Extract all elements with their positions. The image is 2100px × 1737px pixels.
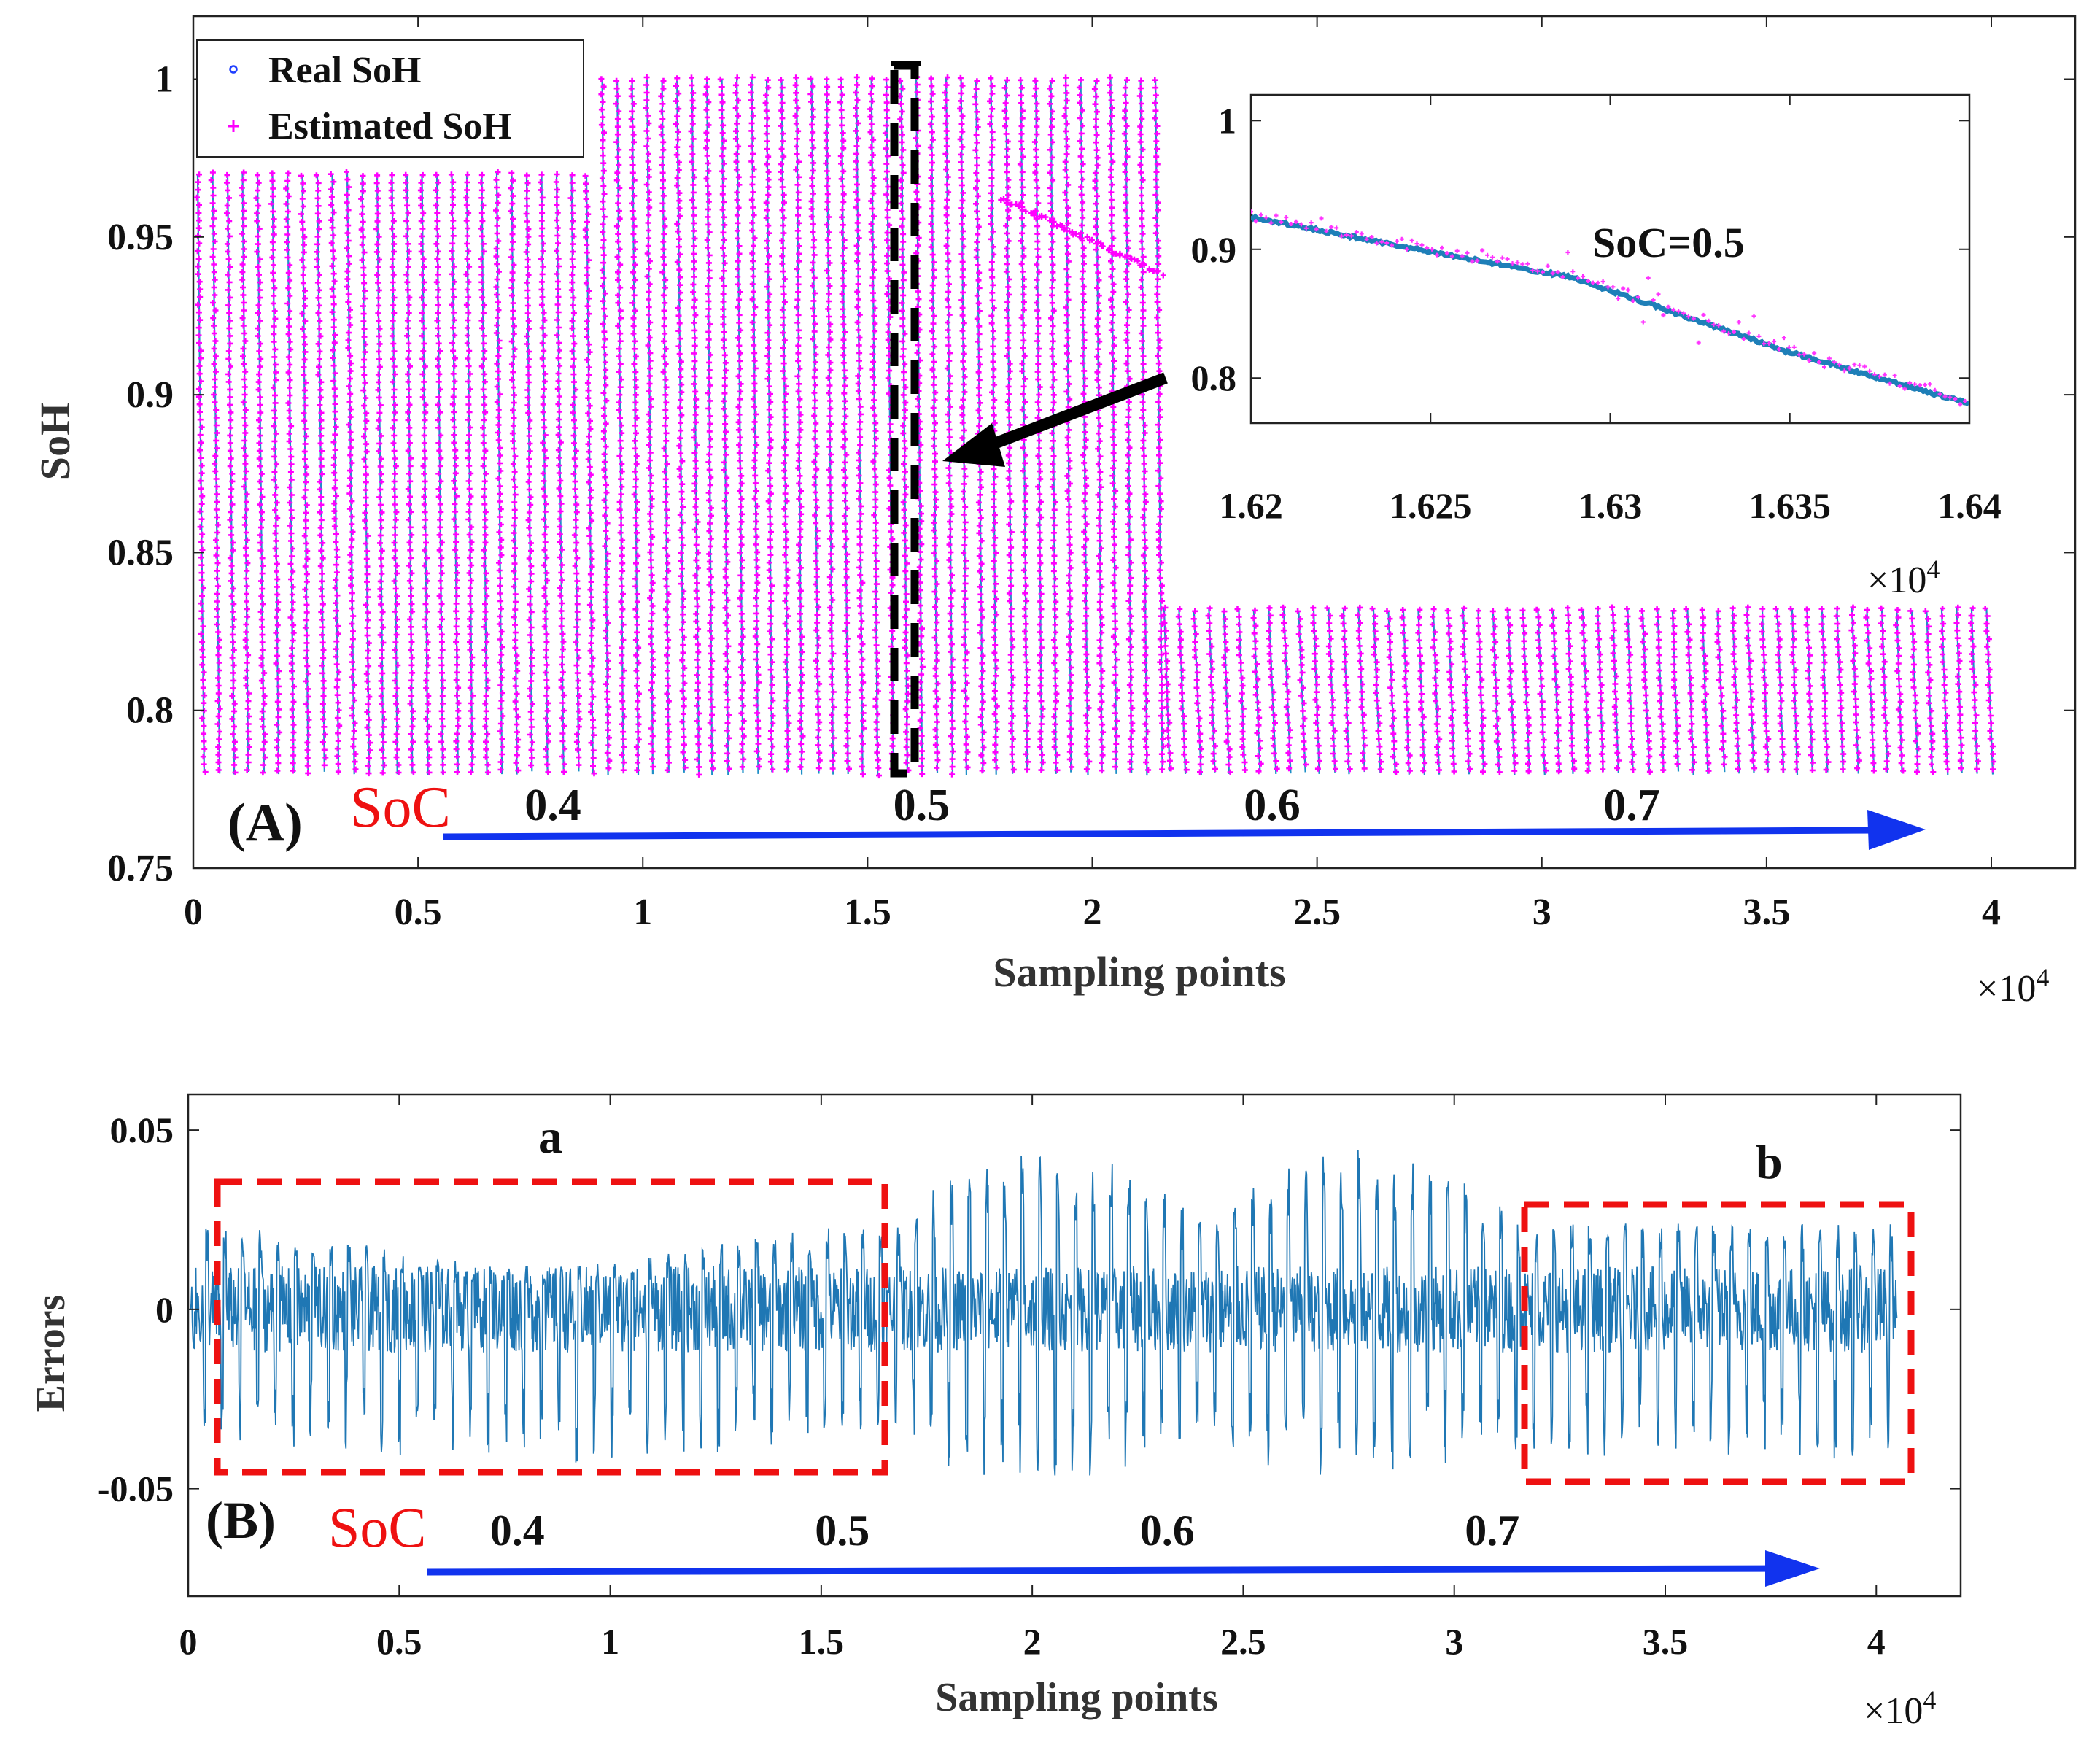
errors-series xyxy=(188,1150,1898,1476)
panel-b-soc-value: 0.6 xyxy=(1140,1506,1195,1555)
panel-a-xtick-label: 3 xyxy=(1533,891,1551,933)
inset-axis-ticks: 1.62 1.625 1.63 1.635 1.64 0.8 0.9 1 xyxy=(1191,95,2002,526)
panel-b: 0 0.5 1 1.5 2 2.5 3 3.5 4 -0.05 0 0.05 a b Errors S… xyxy=(28,1093,1962,1732)
panel-b-xtick-label: 4 xyxy=(1867,1621,1886,1662)
panel-b-xtick-label: 2 xyxy=(1023,1621,1042,1662)
panel-a-axis-ticks: 0 0.5 1 1.5 2 2.5 3 3.5 4 0.75 0.8 0.85 0.9 0.95 1 xyxy=(107,16,2075,933)
panel-a-xtick-label: 4 xyxy=(1982,891,2001,933)
estimated-soh-trend xyxy=(998,196,1166,279)
panel-a-soc-arrow xyxy=(443,810,1926,850)
panel-b-soc-value: 0.5 xyxy=(815,1506,869,1555)
region-a-label: a xyxy=(538,1110,562,1164)
region-b-box xyxy=(1521,1201,1915,1485)
estimated-soh-series xyxy=(194,169,597,777)
panel-b-soc-values: 0.4 0.5 0.6 0.7 xyxy=(490,1506,1520,1555)
panel-a-soc-value: 0.6 xyxy=(1244,781,1301,830)
panel-b-soc-value: 0.7 xyxy=(1465,1506,1519,1555)
panel-a-xtick-label: 1 xyxy=(633,891,652,933)
panel-a-xlabel: Sampling points xyxy=(993,948,1285,996)
legend-real-soh-marker xyxy=(229,65,238,74)
panel-a-soc-value: 0.7 xyxy=(1603,781,1660,830)
panel-b-x-exponent: ×104 xyxy=(1864,1685,1936,1732)
legend-estimated-soh-marker xyxy=(228,120,239,132)
panel-b-xtick-label: 3.5 xyxy=(1643,1621,1689,1662)
inset-ytick-label: 0.9 xyxy=(1191,229,1237,270)
panel-a-xtick-label: 3.5 xyxy=(1743,891,1790,933)
panel-a-x-exponent: ×104 xyxy=(1977,963,2049,1010)
panel-b-xtick-label: 3 xyxy=(1445,1621,1463,1662)
panel-b-xlabel: Sampling points xyxy=(935,1675,1218,1720)
inset-xtick-label: 1.64 xyxy=(1937,485,2002,526)
panel-a-xtick-label: 0.5 xyxy=(395,891,442,933)
panel-b-xtick-label: 1 xyxy=(601,1621,619,1662)
panel-b-ytick-label: 0.05 xyxy=(110,1110,174,1150)
panel-b-ylabel: Errors xyxy=(28,1295,74,1412)
panel-a-ylabel: SoH xyxy=(31,403,79,480)
panel-a-ytick-label: 1 xyxy=(155,59,174,101)
panel-a-panel-label: (A) xyxy=(228,793,303,853)
panel-a-ytick-label: 0.75 xyxy=(107,848,174,889)
inset-x-exponent: ×104 xyxy=(1867,554,1940,601)
region-a-box xyxy=(214,1178,888,1476)
legend-box xyxy=(196,39,584,158)
panel-a-xtick-label: 0 xyxy=(184,891,203,933)
inset-plot: 1.62 1.625 1.63 1.635 1.64 0.8 0.9 1 SoC=0.5 ×1… xyxy=(1191,93,2002,601)
estimated-soh-series xyxy=(1161,604,1997,775)
panel-a-xtick-label: 1.5 xyxy=(844,891,891,933)
legend-estimated-soh-label: Estimated SoH xyxy=(268,106,512,147)
panel-b-error-line xyxy=(188,1150,1898,1476)
estimated-soh-series xyxy=(598,74,1166,779)
panel-a-ytick-label: 0.95 xyxy=(107,217,174,258)
panel-a-soc-values: 0.4 0.5 0.6 0.7 xyxy=(524,781,1660,830)
panel-a-xtick-label: 2.5 xyxy=(1293,891,1341,933)
panel-a-ytick-label: 0.9 xyxy=(126,374,174,416)
panel-a-soc-label: SoC xyxy=(350,775,451,840)
panel-a-scatter-data xyxy=(194,74,1997,779)
panel-b-soc-value: 0.4 xyxy=(490,1506,545,1555)
panel-b-xtick-label: 0.5 xyxy=(376,1621,422,1662)
panel-a-xtick-label: 2 xyxy=(1083,891,1102,933)
panel-b-xtick-label: 0 xyxy=(179,1621,198,1662)
panel-b-panel-label: (B) xyxy=(206,1491,276,1550)
panel-b-axis-ticks: 0 0.5 1 1.5 2 2.5 3 3.5 4 -0.05 0 0.05 xyxy=(98,1094,1961,1662)
panel-b-soc-arrow xyxy=(426,1550,1820,1587)
panel-a-soc-value: 0.4 xyxy=(524,781,581,830)
inset-xtick-label: 1.63 xyxy=(1578,485,1643,526)
inset-ytick-label: 0.8 xyxy=(1191,357,1237,398)
legend: Real SoH Estimated SoH xyxy=(196,39,584,158)
inset-xtick-label: 1.625 xyxy=(1390,485,1472,526)
inset-ytick-label: 1 xyxy=(1218,100,1236,141)
panel-b-ytick-label: -0.05 xyxy=(98,1469,174,1509)
panel-a-ytick-label: 0.8 xyxy=(126,690,174,732)
region-b-label: b xyxy=(1756,1136,1783,1189)
legend-real-soh-label: Real SoH xyxy=(268,50,421,91)
inset-estimated-soh-points xyxy=(1251,209,1968,407)
panel-a-ytick-label: 0.85 xyxy=(107,532,174,573)
inset-xtick-label: 1.62 xyxy=(1219,485,1283,526)
inset-pointer-arrow xyxy=(942,372,1168,467)
panel-b-soc-label: SoC xyxy=(328,1496,426,1559)
panel-a: 0 0.5 1 1.5 2 2.5 3 3.5 4 0.75 0.8 0.85 0.9 0.95 1 1.6… xyxy=(31,15,2077,1010)
panel-a-soc-value: 0.5 xyxy=(894,781,950,830)
inset-xtick-label: 1.635 xyxy=(1749,485,1832,526)
inset-data xyxy=(1251,209,1969,407)
panel-b-xtick-label: 2.5 xyxy=(1220,1621,1266,1662)
inset-annotation: SoC=0.5 xyxy=(1592,219,1745,266)
panel-b-xtick-label: 1.5 xyxy=(799,1621,845,1662)
panel-b-ytick-label: 0 xyxy=(155,1289,174,1330)
